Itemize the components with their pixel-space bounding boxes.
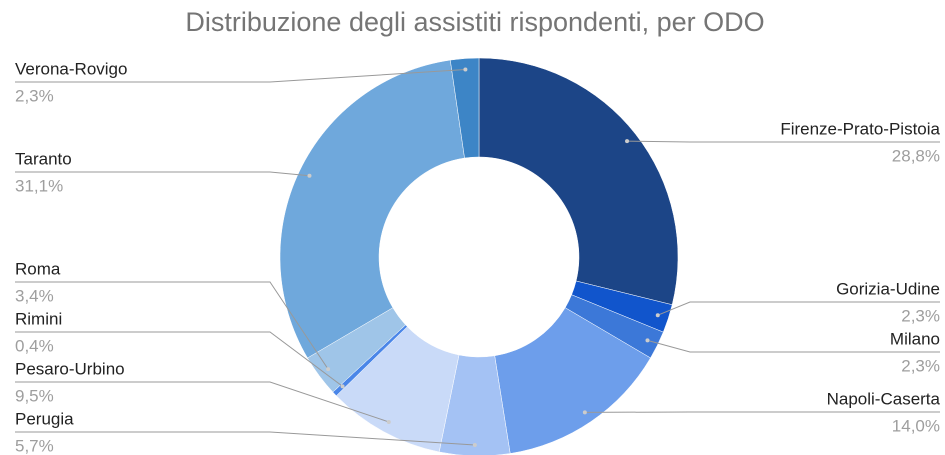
leader-line [15, 68, 466, 83]
leader-line [657, 301, 940, 316]
leader-line [15, 171, 310, 177]
slice-label: Roma [15, 259, 61, 278]
leader-dot [340, 384, 345, 389]
slice-label: Rimini [15, 309, 62, 328]
slice-value-label: 28,8% [892, 146, 940, 165]
leader-line [647, 339, 940, 353]
slice-label: Milano [890, 329, 940, 348]
slice-value-label: 2,3% [901, 356, 940, 375]
leader-dot [582, 410, 587, 415]
leader-dot [625, 139, 630, 144]
leader-dot [386, 419, 391, 424]
leader-dot [326, 367, 331, 372]
slice-value-label: 2,3% [901, 306, 940, 325]
leader-line [15, 331, 343, 387]
slice-label: Pesaro-Urbino [15, 359, 125, 378]
leader-dot [463, 67, 468, 72]
leader-line [627, 140, 940, 143]
slice-label: Taranto [15, 149, 72, 168]
slice [450, 57, 480, 159]
leader-dot [472, 442, 477, 447]
leader-dot [645, 338, 650, 343]
leader-line [15, 281, 329, 370]
slice-value-label: 9,5% [15, 386, 54, 405]
slice-value-label: 2,3% [15, 86, 54, 105]
slice-value-label: 0,4% [15, 336, 54, 355]
slice-label: Napoli-Caserta [827, 389, 941, 408]
slice-label: Perugia [15, 409, 74, 428]
slice-value-label: 31,1% [15, 176, 63, 195]
leader-line [15, 381, 389, 423]
slice-label: Firenze-Prato-Pistoia [780, 119, 940, 138]
leader-dot [655, 313, 660, 318]
slice [279, 59, 465, 359]
chart-title: Distribuzione degli assistiti rispondent… [185, 7, 764, 37]
slice-value-label: 3,4% [15, 286, 54, 305]
leader-dot [307, 173, 312, 178]
slice-value-label: 14,0% [892, 416, 940, 435]
slice [478, 57, 679, 306]
slice-label: Gorizia-Udine [836, 279, 940, 298]
leader-line [15, 431, 475, 446]
slice-label: Verona-Rovigo [15, 59, 127, 78]
slice-value-label: 5,7% [15, 436, 54, 455]
